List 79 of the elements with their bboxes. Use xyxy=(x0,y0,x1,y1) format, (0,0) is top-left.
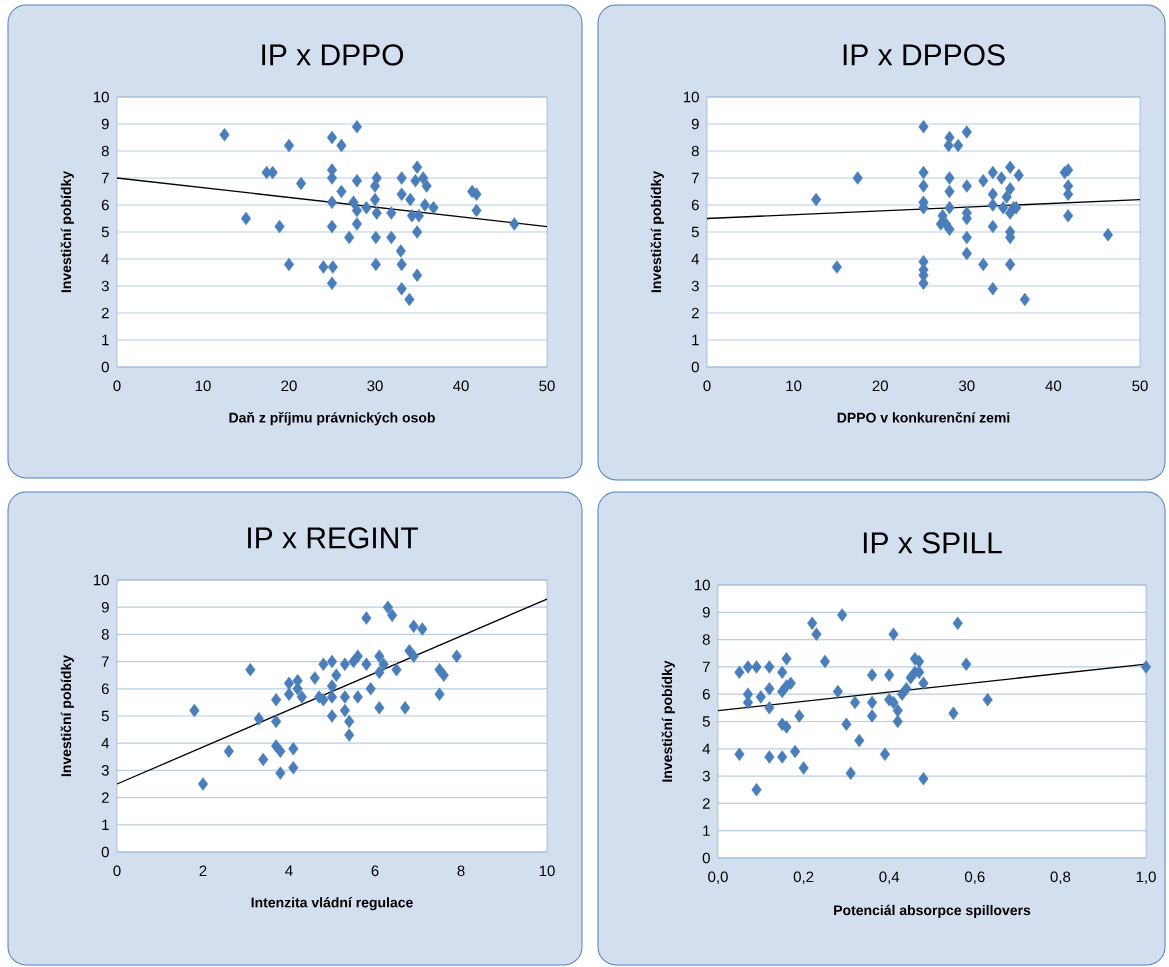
x-tick-label: 0 xyxy=(113,380,121,392)
y-tick-label: 10 xyxy=(93,574,109,586)
x-tick-label: 40 xyxy=(453,380,469,392)
y-tick-label: 4 xyxy=(101,738,110,749)
y-tick-label: 9 xyxy=(101,601,109,613)
x-tick-label: 40 xyxy=(1045,380,1062,392)
x-tick-label: 30 xyxy=(959,380,975,392)
y-tick-label: 10 xyxy=(683,91,699,103)
x-tick-label: 2 xyxy=(199,865,207,877)
y-tick-label: 0 xyxy=(702,852,710,864)
y-tick-label: 2 xyxy=(101,792,109,803)
y-tick-label: 2 xyxy=(101,307,109,319)
chart-title: IP x REGINT xyxy=(248,527,418,549)
y-tick-label: 7 xyxy=(101,656,109,667)
x-tick-label: 6 xyxy=(371,865,379,877)
y-tick-label: 1 xyxy=(692,334,699,346)
x-axis-title: Intenzita vládní regulace xyxy=(251,897,413,911)
y-tick-label: 3 xyxy=(101,280,109,292)
y-tick-label: 3 xyxy=(702,770,710,782)
y-tick-label: 10 xyxy=(694,579,710,591)
y-tick-label: 8 xyxy=(691,145,699,157)
y-tick-label: 1 xyxy=(703,825,710,836)
y-tick-label: 5 xyxy=(101,226,109,238)
y-tick-label: 0 xyxy=(101,846,109,858)
x-tick-label: 10 xyxy=(539,865,555,877)
y-tick-label: 8 xyxy=(702,634,710,645)
chart-title: IP x DPPO xyxy=(262,44,404,66)
x-tick-label: 30 xyxy=(367,380,383,392)
y-tick-label: 6 xyxy=(101,683,109,695)
x-axis-title: Daň z příjmu právnických osob xyxy=(229,412,435,426)
x-tick-label: 10 xyxy=(786,380,802,392)
x-tick-label: 4 xyxy=(285,865,293,876)
x-tick-label: 0,2 xyxy=(793,871,814,884)
chart-title: IP x DPPOS xyxy=(843,44,1005,66)
y-tick-label: 4 xyxy=(702,743,711,754)
y-tick-label: 3 xyxy=(691,280,699,292)
y-tick-label: 6 xyxy=(101,199,109,211)
chart-title: IP x SPILL xyxy=(863,532,1002,554)
y-axis-title: Investiční pobídky xyxy=(650,170,664,293)
y-tick-label: 5 xyxy=(702,716,710,727)
x-tick-label: 50 xyxy=(539,380,555,392)
y-tick-label: 8 xyxy=(101,629,109,640)
x-tick-label: 0,0 xyxy=(708,871,728,884)
y-tick-label: 0 xyxy=(691,361,699,373)
y-tick-label: 9 xyxy=(702,606,710,618)
y-tick-label: 6 xyxy=(691,199,699,211)
y-axis-title: Investiční pobídky xyxy=(661,660,675,782)
x-tick-label: 20 xyxy=(281,380,297,392)
y-axis-title: Investiční pobídky xyxy=(60,655,74,777)
x-axis-title: Potenciál absorpce spillovers xyxy=(834,904,1031,918)
y-tick-label: 1 xyxy=(102,334,109,346)
x-tick-label: 8 xyxy=(457,865,465,877)
y-tick-label: 7 xyxy=(691,172,699,184)
x-tick-label: 0,4 xyxy=(879,871,900,884)
x-tick-label: 0,8 xyxy=(1050,871,1071,884)
y-tick-label: 4 xyxy=(691,253,700,265)
x-tick-label: 0,6 xyxy=(964,871,985,884)
y-tick-label: 4 xyxy=(101,253,110,265)
x-tick-label: 20 xyxy=(872,380,888,392)
y-tick-label: 5 xyxy=(691,226,699,238)
y-tick-label: 7 xyxy=(702,661,710,673)
y-tick-label: 6 xyxy=(702,688,710,700)
x-tick-label: 50 xyxy=(1132,380,1148,392)
x-axis-title: DPPO v konkurenční zemi xyxy=(837,412,1010,423)
y-tick-label: 7 xyxy=(101,172,109,184)
x-tick-label: 0 xyxy=(113,865,121,877)
y-tick-label: 9 xyxy=(101,118,109,130)
y-tick-label: 3 xyxy=(101,765,109,776)
y-tick-label: 0 xyxy=(101,361,109,373)
y-tick-label: 9 xyxy=(691,118,699,130)
y-tick-label: 2 xyxy=(691,307,699,319)
y-tick-label: 8 xyxy=(101,145,109,157)
y-tick-label: 1 xyxy=(102,819,109,830)
y-axis-title: Investiční pobídky xyxy=(60,171,74,293)
x-tick-label: 10 xyxy=(195,380,211,392)
x-tick-label: 1,0 xyxy=(1136,871,1156,884)
y-tick-label: 2 xyxy=(702,798,710,809)
y-tick-label: 10 xyxy=(93,91,109,103)
y-tick-label: 5 xyxy=(101,710,109,722)
